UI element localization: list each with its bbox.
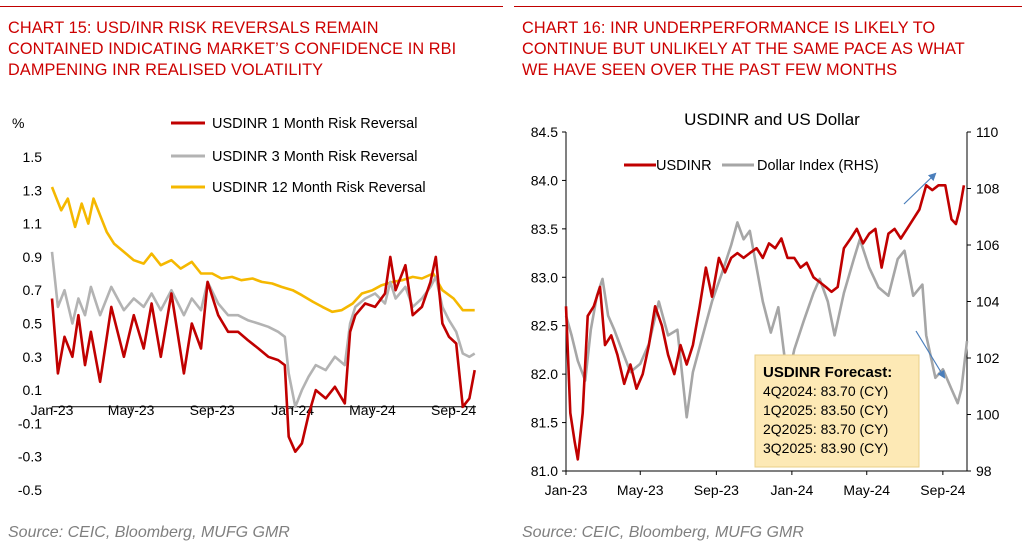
legend-label: USDINR 3 Month Risk Reversal: [212, 149, 417, 165]
series-line-2: [50, 251, 476, 409]
x-tick-label: Sep-23: [190, 402, 235, 418]
y-tick-label: 81.5: [531, 415, 558, 431]
x-tick-label: Sep-24: [920, 482, 965, 498]
source-note: Source: CEIC, Bloomberg, MUFG GMR: [8, 524, 290, 541]
legend-label: USDINR: [656, 158, 712, 174]
y2-tick-label: 104: [976, 294, 1000, 310]
x-tick-label: Jan-24: [271, 402, 314, 418]
series-line-3: [50, 186, 475, 314]
y-tick-label: 1.3: [23, 182, 43, 198]
x-tick-label: Sep-23: [694, 482, 739, 498]
y-tick-label: 1.1: [23, 216, 43, 232]
forecast-line: 2Q2025: 83.70 (CY): [763, 421, 888, 437]
x-tick-label: Jan-24: [770, 482, 813, 498]
legend-label: USDINR 1 Month Risk Reversal: [212, 116, 417, 132]
y-tick-label: 0.1: [23, 382, 43, 398]
forecast-line: 4Q2024: 83.70 (CY): [763, 383, 888, 399]
plot-title: USDINR and US Dollar: [684, 110, 860, 129]
y-tick-label: -0.3: [18, 449, 42, 465]
forecast-line: 3Q2025: 83.90 (CY): [763, 440, 888, 456]
x-tick-label: May-24: [843, 482, 890, 498]
y2-tick-label: 108: [976, 181, 1000, 197]
y-tick-label: 84.5: [531, 124, 558, 140]
x-tick-label: Sep-24: [431, 402, 476, 418]
y2-tick-label: 100: [976, 407, 1000, 423]
dollar-index-line: [564, 221, 969, 419]
y2-tick-label: 98: [976, 463, 992, 479]
y2-tick-label: 102: [976, 350, 1000, 366]
y-tick-label: 0.9: [23, 249, 43, 265]
y-tick-label: 82.5: [531, 318, 558, 334]
y-tick-label: 0.3: [23, 349, 43, 365]
legend-label: Dollar Index (RHS): [757, 158, 879, 174]
y-tick-label: 82.0: [531, 366, 558, 382]
forecast-box: [754, 354, 920, 468]
x-tick-label: May-23: [617, 482, 664, 498]
y2-tick-label: 110: [976, 124, 999, 140]
y-tick-label: 0.5: [23, 316, 43, 332]
trend-arrow-up: [903, 172, 937, 205]
chart-title: CHART 15: USD/INR RISK REVERSALS REMAIN …: [8, 19, 457, 79]
y-axis-label: %: [12, 115, 24, 131]
forecast-line: 1Q2025: 83.50 (CY): [763, 402, 888, 418]
chart-15-plot: % -0.5 -0.3 -0.1 0.1 0.3 0.5 0.7 0.9 1.1 1.3 1.5 Jan…: [12, 115, 476, 498]
top-rule: [514, 6, 1022, 7]
y-tick-label: 81.0: [531, 463, 558, 479]
y-tick-label: 84.0: [531, 172, 558, 188]
y2-tick-label: 106: [976, 237, 1000, 253]
trend-arrow-down: [915, 330, 946, 379]
x-tick-label: Jan-23: [31, 402, 74, 418]
x-tick-label: May-24: [349, 402, 396, 418]
forecast-heading: USDINR Forecast:: [763, 364, 892, 381]
chart-16-panel: CHART 16: INR UNDERPERFORMANCE IS LIKELY…: [514, 0, 1022, 557]
y-tick-label: 83.0: [531, 269, 558, 285]
chart-16-plot: USDINR and US Dollar 81.0 81.5 82.0 82.5 83.0…: [531, 110, 1000, 498]
x-tick-label: May-23: [108, 402, 155, 418]
source-note: Source: CEIC, Bloomberg, MUFG GMR: [522, 524, 804, 541]
x-tick-label: Jan-23: [545, 482, 588, 498]
series-line-1: [50, 255, 476, 453]
legend-label: USDINR 12 Month Risk Reversal: [212, 180, 426, 196]
usdinr-line: [564, 184, 966, 461]
y-tick-label: 83.5: [531, 221, 558, 237]
top-rule: [0, 6, 503, 7]
y-tick-label: 1.5: [23, 149, 43, 165]
chart-title: CHART 16: INR UNDERPERFORMANCE IS LIKELY…: [522, 19, 965, 79]
y-tick-label: -0.5: [18, 482, 42, 498]
y-tick-label: -0.1: [18, 415, 42, 431]
chart-15-panel: CHART 15: USD/INR RISK REVERSALS REMAIN …: [0, 0, 503, 557]
y-tick-label: 0.7: [23, 282, 43, 298]
